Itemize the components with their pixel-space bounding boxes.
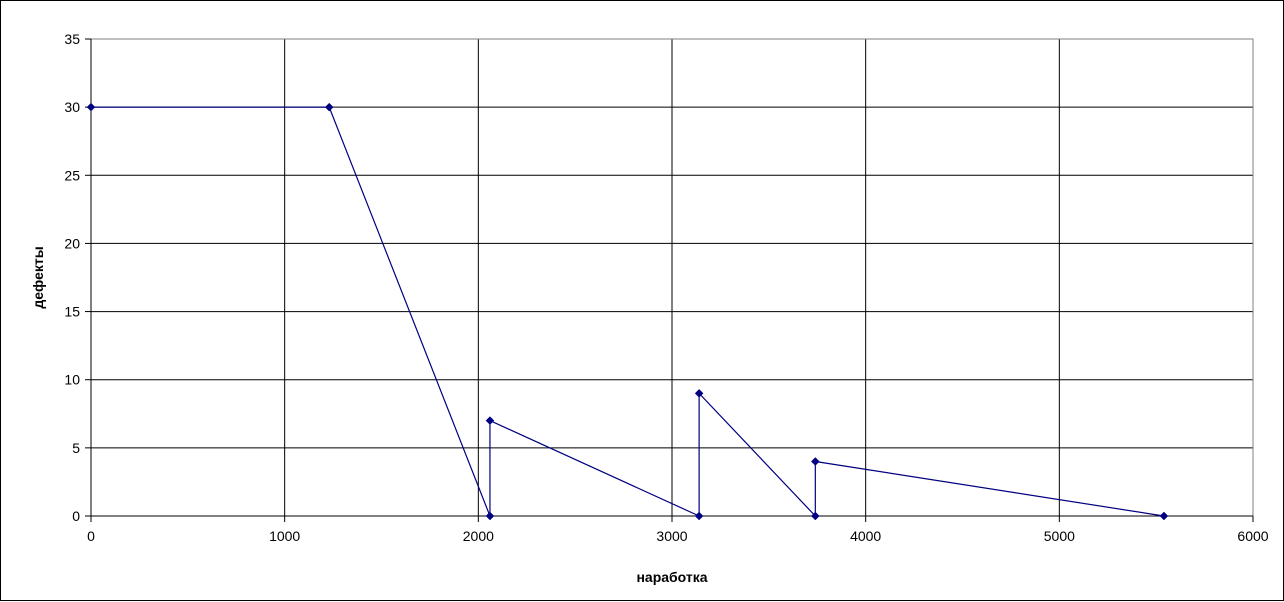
x-tick-label-3: 3000 xyxy=(656,528,687,544)
y-tick-label-0: 0 xyxy=(72,508,80,524)
data-point-1 xyxy=(324,102,334,112)
x-axis-title: наработка xyxy=(636,569,707,585)
data-point-0 xyxy=(86,102,96,112)
data-point-8 xyxy=(1159,511,1169,521)
y-tick-label-4: 20 xyxy=(64,235,80,251)
x-tick-label-5: 5000 xyxy=(1044,528,1075,544)
series-group xyxy=(86,102,1169,521)
data-point-7 xyxy=(810,457,820,466)
gridlines xyxy=(90,38,1254,517)
data-point-3 xyxy=(485,416,495,425)
data-point-2 xyxy=(485,511,495,521)
x-tick-label-2: 2000 xyxy=(463,528,494,544)
y-tick-label-2: 10 xyxy=(64,372,80,388)
x-tick-label-4: 4000 xyxy=(850,528,881,544)
data-point-5 xyxy=(694,388,704,398)
data-point-4 xyxy=(694,511,704,521)
x-axis: 0 1000 2000 3000 4000 5000 6000 xyxy=(87,515,1269,544)
y-tick-label-6: 30 xyxy=(64,99,80,115)
y-tick-label-7: 35 xyxy=(64,31,80,47)
y-axis-title: дефекты xyxy=(30,246,46,308)
y-axis: 0 5 10 15 20 25 30 35 xyxy=(64,31,92,524)
data-point-6 xyxy=(810,511,820,521)
x-tick-label-6: 6000 xyxy=(1237,528,1268,544)
y-tick-label-5: 25 xyxy=(64,167,80,183)
x-tick-label-0: 0 xyxy=(87,528,95,544)
y-tick-label-1: 5 xyxy=(72,440,80,456)
x-tick-label-1: 1000 xyxy=(269,528,300,544)
y-tick-label-3: 15 xyxy=(64,304,80,320)
